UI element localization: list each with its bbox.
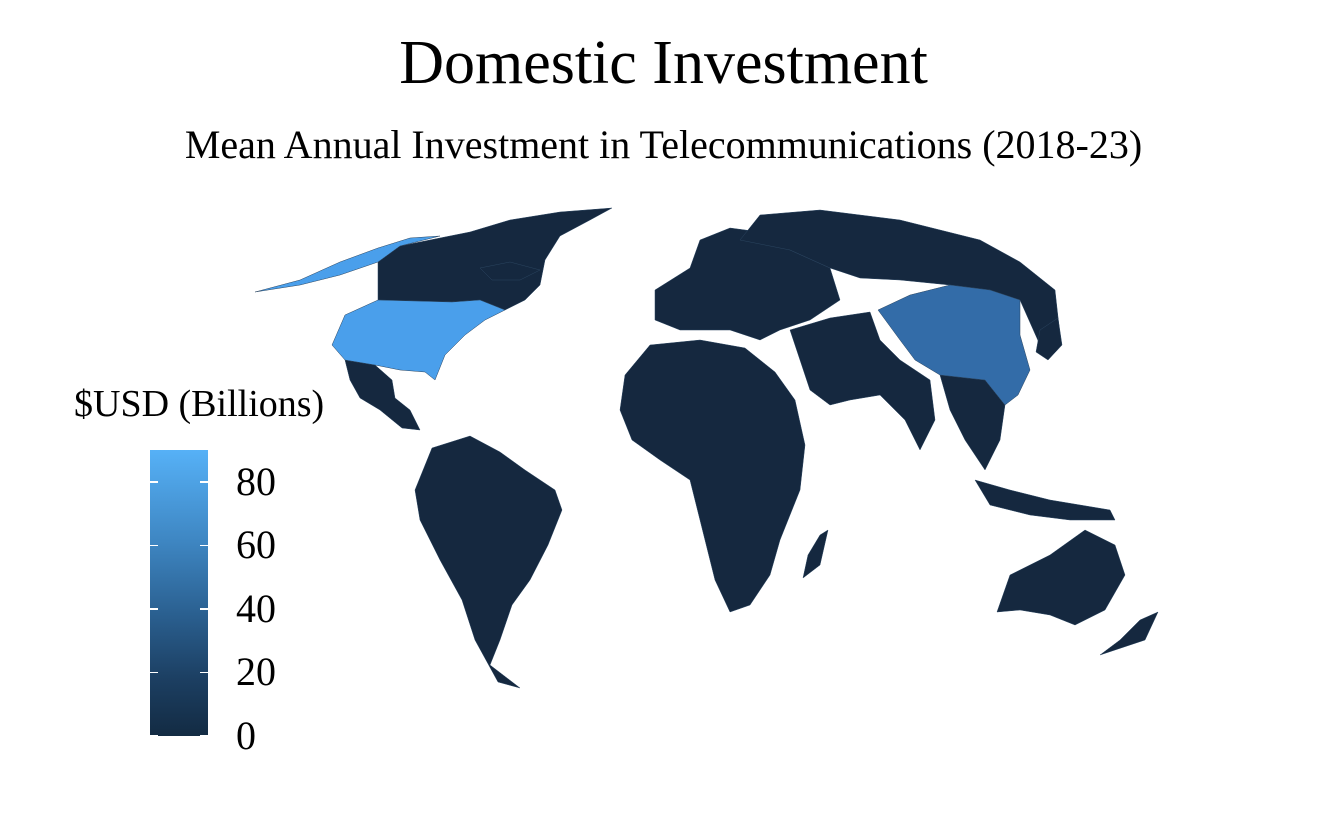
legend-tick-left (150, 671, 158, 674)
legend-tick-left (150, 544, 158, 547)
legend-title: $USD (Billions) (74, 383, 325, 425)
region-madagascar (802, 529, 829, 579)
legend-tick-right (200, 735, 208, 737)
region-australia (996, 529, 1126, 626)
map-subtitle: Mean Annual Investment in Telecommunicat… (184, 122, 1143, 167)
legend-tick-left (150, 735, 158, 737)
region-northwest-islands (479, 261, 541, 281)
region-canada (377, 207, 613, 311)
legend-tick-left (150, 608, 158, 610)
region-middle-east (789, 311, 936, 451)
legend-tick-right (200, 608, 208, 610)
legend-color-bar (150, 450, 208, 736)
region-indonesia (974, 479, 1116, 521)
legend-tick-label: 0 (236, 713, 256, 758)
region-new-zealand (1099, 611, 1159, 656)
region-europe (654, 227, 841, 341)
legend-tick-label: 40 (236, 585, 276, 631)
legend-tick-label: 60 (236, 522, 276, 568)
legend-tick-label: 20 (236, 649, 276, 695)
legend-tick-right (200, 480, 208, 483)
region-mexico (344, 359, 421, 431)
region-japan (1035, 317, 1063, 361)
region-south-america (414, 435, 563, 689)
legend-tick-left (150, 480, 158, 483)
legend-tick-right (200, 544, 208, 547)
map-title: Domestic Investment (399, 29, 928, 97)
region-usa-alaska (254, 235, 441, 293)
region-usa (331, 299, 506, 381)
legend-tick-right (200, 671, 208, 674)
region-africa (619, 339, 806, 613)
region-china (877, 284, 1031, 406)
legend-tick-label: 80 (236, 458, 276, 504)
